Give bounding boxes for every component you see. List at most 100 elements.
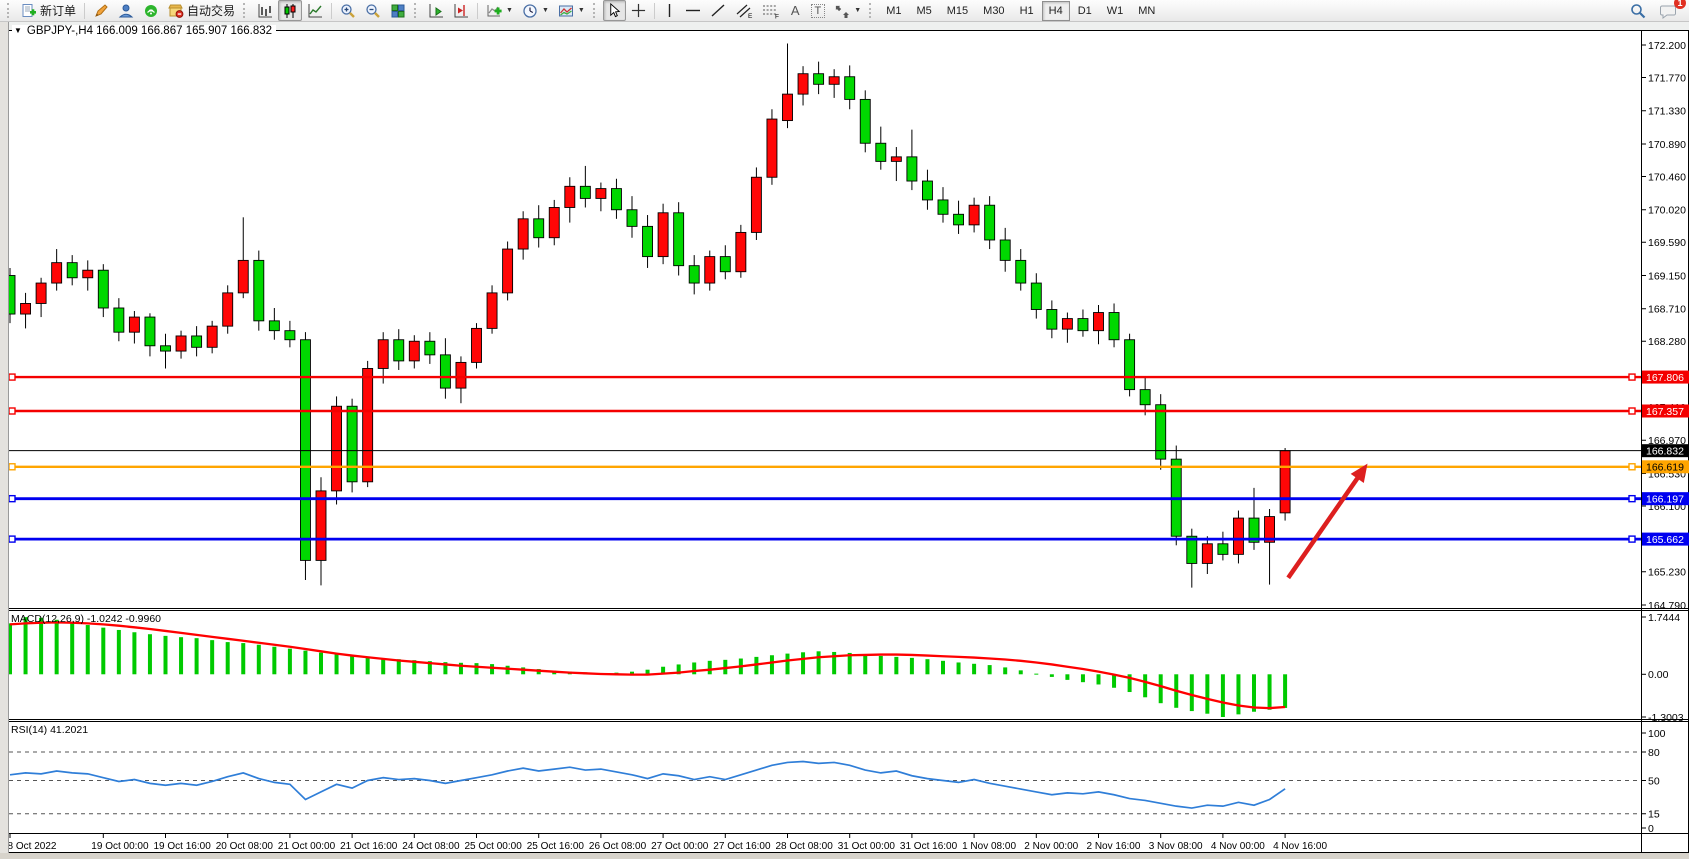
fibonacci-tool-button[interactable]: F [758,0,784,21]
hline-handle[interactable] [1628,535,1636,543]
notifications-button[interactable]: 1 [1656,0,1686,21]
horizontal-line-tool-button[interactable] [681,0,705,21]
trend-arrow-annotation[interactable] [1286,472,1363,580]
bar-chart-mode-button[interactable] [253,0,277,21]
candle-bearish [300,339,311,561]
channel-tool-button[interactable]: E [731,0,757,21]
price-tick-label: 168.710 [1648,304,1686,316]
macd-histogram-bar [661,666,666,675]
price-badge [1642,492,1689,506]
macd-histogram-bar [365,656,370,675]
time-tick-label: 1 Nov 08:00 [962,841,1016,852]
signals-button[interactable] [139,0,163,21]
hline-handle[interactable] [1628,407,1636,415]
dropdown-caret[interactable]: ▼ [541,7,549,14]
hline-handle[interactable] [8,494,16,503]
price-tick-label: 170.890 [1648,139,1686,151]
timeframe-M5[interactable]: M5 [916,4,932,17]
add-indicator-button[interactable]: ▼ [482,0,517,21]
timeframe-M30[interactable]: M30 [983,4,1005,17]
time-tick-label: 21 Oct 16:00 [340,841,398,852]
price-tick-label: 169.590 [1648,237,1686,249]
crosshair-icon [631,3,645,18]
timeframe-MN[interactable]: MN [1138,4,1156,17]
macd-indicator-label: MACD(12,26,9) -1.0242 -0.9960 [11,613,161,625]
period-button[interactable]: ▼ [518,0,553,21]
arrows-tool-button[interactable]: ▼ [830,0,865,21]
timeframe-D1[interactable]: D1 [1077,4,1092,17]
toolbar-grip[interactable] [243,3,249,18]
macd-histogram-bar [1267,674,1272,710]
hline-handle[interactable] [8,373,16,381]
timeframe-W1[interactable]: W1 [1106,4,1124,17]
macd-histogram-bar [645,669,650,675]
auto-scroll-button[interactable] [424,0,448,21]
time-tick-label: 19 Oct 00:00 [91,841,149,852]
chart-canvas[interactable]: 172.200 171.770 171.330 170.890 170.460 170.0… [0,22,1689,859]
timeframe-M1[interactable]: M1 [886,4,902,17]
dropdown-caret[interactable]: ▼ [577,7,585,14]
hline-handle[interactable] [8,407,16,415]
text-tool-button[interactable]: A [785,0,806,21]
text-label-tool-button[interactable]: T [807,0,830,21]
chart-shift-button[interactable] [449,0,473,21]
candle-bearish [984,204,996,241]
chart-title[interactable]: ▼ GBPJPY-,H4 166.009 166.867 165.907 166.… [12,25,277,37]
macd-histogram-bar [909,657,914,675]
macd-histogram-bar [1080,674,1085,683]
timeframe-toolbar: M1 M5 M15 M30 H1 H4 D1 W1 MN [879,0,1162,21]
hline-handle[interactable] [1628,494,1636,503]
toolbar-grip[interactable] [592,3,599,18]
candle-bullish [517,218,529,250]
vertical-line-tool-button[interactable] [659,0,680,21]
macd-histogram-bar [956,662,961,675]
timeframe-H1[interactable]: H1 [1019,4,1034,17]
trendline-tool-button[interactable] [706,0,730,21]
clock-icon [523,3,537,18]
time-tick-label: 2 Nov 16:00 [1087,841,1141,852]
candle-bearish [1217,543,1229,555]
macd-histogram-bar [1158,674,1163,704]
candle-bearish [268,320,280,332]
macd-histogram-bar [39,617,44,675]
tile-windows-button[interactable] [386,0,410,21]
zoom-out-button[interactable] [361,0,385,21]
dropdown-caret[interactable]: ▼ [506,7,513,14]
hline-handle[interactable] [8,463,16,471]
macd-histogram-bar [1205,674,1210,714]
zoom-in-button[interactable] [336,0,360,21]
community-button[interactable] [114,0,138,21]
candle-bearish [953,213,964,226]
hline-handle[interactable] [1628,373,1636,381]
autotrading-button[interactable]: 自动交易 [164,0,239,21]
timeframe-M15[interactable]: M15 [946,4,969,17]
styles-button[interactable] [89,0,113,21]
rsi-tick-label: 50 [1648,775,1660,787]
trend-arrow-head[interactable] [1350,463,1368,484]
dropdown-caret[interactable]: ▼ [854,7,862,14]
price-badge-label: 166.619 [1646,462,1684,474]
candlestick-mode-button[interactable] [278,0,303,21]
hline-handle[interactable] [8,535,16,543]
time-tick-label: 31 Oct 16:00 [900,841,958,852]
toolbar-grip[interactable] [7,3,13,18]
crosshair-tool-button[interactable] [627,0,650,21]
hline-handle[interactable] [1628,463,1636,471]
price-badge [1642,404,1689,418]
search-button[interactable] [1626,0,1650,21]
macd-histogram-bar [23,617,28,675]
template-button[interactable]: ▼ [554,0,589,21]
candle-bullish [222,292,234,327]
toolbar-grip[interactable] [414,3,420,18]
timeframe-H4[interactable]: H4 [1041,0,1070,21]
price-tick-label: 166.970 [1648,435,1686,447]
candle-bearish [424,340,436,356]
cursor-tool-button[interactable] [602,0,626,21]
line-chart-mode-button[interactable] [303,0,327,21]
chevron-down-icon[interactable]: ▼ [14,26,22,35]
auto-scroll-icon [429,3,444,17]
candle-bearish [999,239,1011,261]
macd-histogram-bar [1252,674,1256,712]
toolbar-grip[interactable] [869,3,875,18]
new-order-button[interactable]: 新订单 [17,0,80,21]
